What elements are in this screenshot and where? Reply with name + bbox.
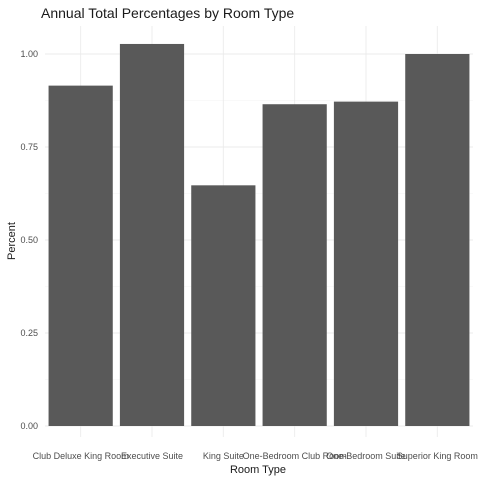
x-tick-label: One-Bedroom Club Room — [243, 451, 347, 461]
y-tick-label: 0.75 — [20, 142, 38, 152]
bar — [119, 43, 185, 427]
bar — [333, 101, 399, 426]
chart-title: Annual Total Percentages by Room Type — [41, 5, 294, 21]
y-axis-title: Percent — [6, 222, 18, 260]
x-axis-title: Room Type — [230, 464, 286, 476]
y-axis-ticks: 0.00 0.25 0.50 0.75 1.00 — [20, 49, 38, 431]
y-tick-label: 0.50 — [20, 235, 38, 245]
bar — [405, 54, 470, 426]
y-tick-label: 0.00 — [20, 421, 38, 431]
y-tick-label: 1.00 — [20, 49, 38, 59]
x-tick-label: Executive Suite — [121, 451, 183, 461]
x-tick-label: King Suite — [203, 451, 244, 461]
y-tick-label: 0.25 — [20, 328, 38, 338]
bars — [48, 43, 470, 427]
bar — [48, 85, 113, 427]
x-tick-label: One-Bedroom Suite — [326, 451, 406, 461]
x-tick-label: Club Deluxe King Room — [33, 451, 129, 461]
bar — [191, 185, 256, 426]
bar — [262, 104, 327, 426]
x-tick-label: Superior King Room — [397, 451, 478, 461]
